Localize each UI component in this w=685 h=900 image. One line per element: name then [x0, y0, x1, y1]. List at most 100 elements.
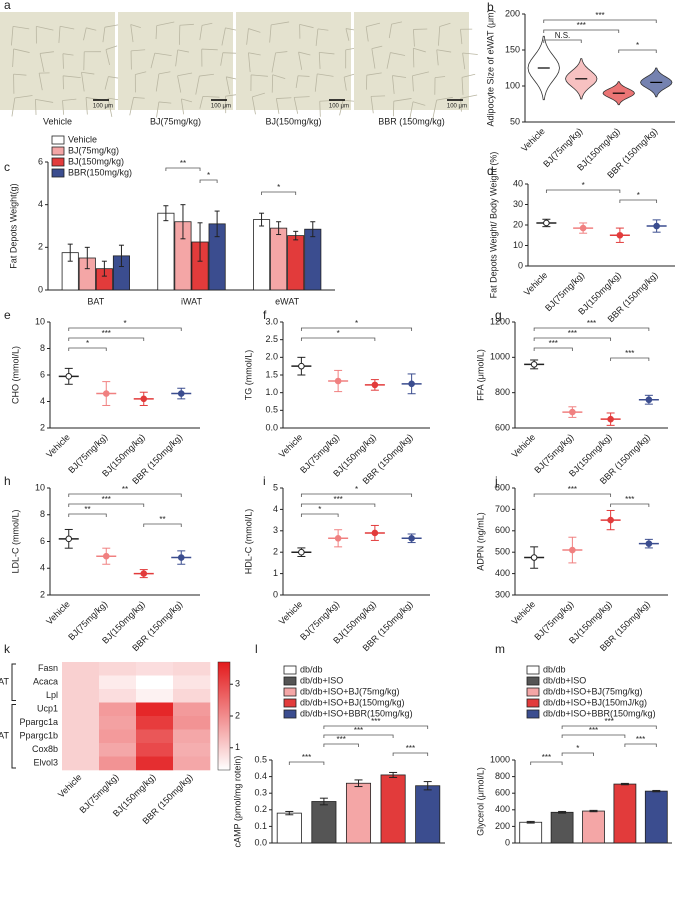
- significance-label: ***: [302, 753, 311, 762]
- bar: [550, 811, 574, 844]
- y-tick-label: 8: [40, 509, 45, 519]
- mean-point: [298, 548, 305, 556]
- legend-label: db/db+ISO: [543, 675, 586, 685]
- y-tick-label: 800: [495, 482, 510, 492]
- mean-point: [102, 390, 110, 397]
- y-tick-label: 8: [40, 343, 45, 353]
- mean-point: [530, 554, 538, 561]
- row-label: Ppargc1a: [19, 717, 58, 727]
- significance-label: ***: [102, 495, 111, 504]
- heatmap-cell: [62, 756, 100, 771]
- legend-swatch: [283, 676, 297, 686]
- legend-label: db/db+ISO+BJ(75mg/kg): [300, 686, 400, 696]
- legend-label: db/db+ISO+BBR(150mg/kg): [543, 708, 656, 718]
- panel-label: c: [4, 160, 10, 174]
- x-tick-label: Vehicle: [44, 599, 72, 627]
- y-tick-label: 3: [273, 525, 278, 535]
- y-tick-label: 800: [495, 771, 510, 781]
- row-label: Cox8b: [32, 744, 58, 754]
- heatmap-cell: [173, 702, 211, 717]
- y-tick-label: 1000: [490, 754, 510, 764]
- x-tick-label: Vehicle: [519, 126, 547, 154]
- heatmap-cell: [136, 729, 174, 744]
- y-tick-label: 600: [495, 422, 510, 432]
- significance-bracket: [300, 493, 413, 497]
- x-tick-label: Vehicle: [522, 270, 550, 298]
- significance-bracket: [199, 179, 218, 183]
- y-axis-label: cAMP (pmol/mg rotein): [232, 756, 242, 848]
- significance-label: ***: [542, 753, 551, 762]
- significance-label: ***: [406, 744, 415, 753]
- significance-bracket: [533, 337, 612, 341]
- significance-bracket: [300, 503, 376, 507]
- legend-swatch: [526, 665, 540, 675]
- y-tick-label: 300: [495, 589, 510, 599]
- significance-bracket: [533, 327, 650, 331]
- mean-point: [569, 546, 576, 554]
- significance-bracket: [533, 493, 612, 497]
- scale-bar-label: 100 μm: [93, 104, 113, 110]
- mean-point: [65, 373, 73, 380]
- scale-bar-label: 100 μm: [211, 104, 231, 110]
- colorbar-tick-label: 2: [235, 710, 240, 720]
- panel-label: g: [495, 308, 502, 322]
- y-tick-label: 150: [505, 44, 520, 54]
- y-tick-label: 2: [40, 589, 45, 599]
- mean-point: [298, 362, 305, 370]
- significance-bracket: [323, 743, 359, 747]
- mean-point: [607, 516, 614, 524]
- significance-bracket: [392, 752, 429, 756]
- x-tick-label: Vehicle: [44, 432, 72, 460]
- significance-label: *: [337, 329, 340, 338]
- y-tick-label: 1: [273, 568, 278, 578]
- group-label: BAT: [0, 731, 9, 741]
- y-tick-label: 0: [273, 589, 278, 599]
- y-tick-label: 4: [273, 504, 278, 514]
- y-tick-label: 200: [495, 821, 510, 831]
- panel-label: a: [4, 0, 11, 12]
- significance-label: *: [637, 191, 640, 200]
- mean-point: [408, 534, 415, 542]
- y-tick-label: 2.0: [265, 352, 278, 362]
- y-tick-label: 0.0: [254, 837, 267, 847]
- y-tick-label: 0: [518, 260, 523, 270]
- legend-label: db/db: [543, 664, 566, 674]
- row-label: Lpl: [46, 690, 58, 700]
- y-tick-label: 2: [40, 422, 45, 432]
- significance-label: ***: [595, 11, 604, 20]
- cell-membranes: [246, 21, 363, 117]
- x-tick-label: Vehicle: [56, 772, 84, 800]
- panel-label: j: [494, 474, 498, 488]
- legend-label: db/db+ISO+BBR(150mg/kg): [300, 708, 413, 718]
- legend-swatch: [283, 665, 297, 675]
- heatmap-cell: [173, 756, 211, 771]
- y-tick-label: 4: [38, 199, 43, 209]
- y-tick-label: 2: [38, 242, 43, 252]
- heatmap-cell: [62, 743, 100, 757]
- panel-label: m: [495, 642, 505, 656]
- histology-background: [118, 12, 233, 110]
- legend-swatch: [526, 709, 540, 719]
- significance-label: **: [180, 159, 186, 168]
- significance-label: ***: [589, 726, 598, 735]
- y-tick-label: 800: [495, 387, 510, 397]
- significance-bracket: [300, 513, 339, 517]
- mean-point: [616, 231, 624, 239]
- legend-swatch: [51, 135, 65, 145]
- significance-bracket: [545, 189, 621, 193]
- y-tick-label: 0.0: [265, 422, 278, 432]
- mean-point: [102, 552, 110, 560]
- y-tick-label: 0.2: [254, 804, 267, 814]
- significance-label: N.S.: [555, 31, 571, 40]
- x-tick-label: Vehicle: [510, 432, 538, 460]
- legend-swatch: [526, 676, 540, 686]
- x-tick-label: eWAT: [275, 296, 300, 306]
- mean-point: [645, 540, 653, 547]
- row-label: Ucp1: [37, 704, 58, 714]
- significance-bracket: [561, 734, 626, 738]
- bar: [270, 227, 288, 291]
- bar: [415, 785, 441, 844]
- bar: [253, 219, 271, 291]
- y-tick-label: 40: [513, 178, 523, 188]
